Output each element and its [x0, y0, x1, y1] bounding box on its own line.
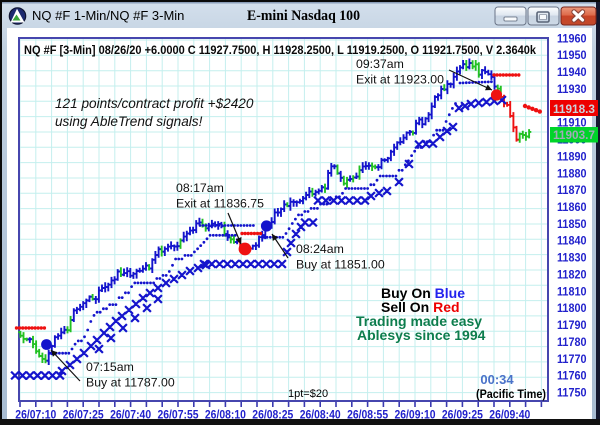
- svg-text:1pt=$20: 1pt=$20: [288, 388, 328, 400]
- svg-text:Buy at 11787.00: Buy at 11787.00: [86, 375, 175, 389]
- svg-text:using AbleTrend signals!: using AbleTrend signals!: [55, 114, 203, 129]
- svg-text:NQ #F 1-Min/NQ #F 3-Min: NQ #F 1-Min/NQ #F 3-Min: [32, 8, 184, 23]
- svg-text:11950: 11950: [557, 48, 587, 62]
- svg-text:Trading made easy: Trading made easy: [356, 313, 482, 329]
- svg-text:11830: 11830: [557, 251, 587, 265]
- svg-text:Buy at 11851.00: Buy at 11851.00: [296, 257, 385, 271]
- svg-text:07:15am: 07:15am: [86, 360, 134, 374]
- svg-text:26/08:55: 26/08:55: [347, 408, 388, 422]
- svg-text:11890: 11890: [557, 149, 587, 163]
- svg-text:00:34: 00:34: [480, 372, 514, 387]
- svg-text:26/07:55: 26/07:55: [158, 408, 199, 422]
- svg-text:121 points/contract profit +$2: 121 points/contract profit +$2420: [55, 96, 254, 111]
- svg-text:11840: 11840: [557, 234, 587, 248]
- svg-text:08:24am: 08:24am: [296, 242, 344, 256]
- svg-text:11918.3: 11918.3: [553, 102, 595, 116]
- svg-text:Buy On Blue: Buy On Blue: [381, 285, 465, 301]
- svg-text:26/07:25: 26/07:25: [63, 408, 104, 422]
- svg-text:08:17am: 08:17am: [176, 181, 224, 195]
- svg-text:11850: 11850: [557, 217, 587, 231]
- svg-text:Exit at 11836.75: Exit at 11836.75: [176, 196, 264, 210]
- svg-text:26/07:10: 26/07:10: [15, 408, 56, 422]
- svg-text:26/09:25: 26/09:25: [442, 408, 483, 422]
- svg-text:Ablesys since 1994: Ablesys since 1994: [357, 327, 486, 343]
- svg-text:11790: 11790: [557, 318, 587, 332]
- svg-text:26/08:10: 26/08:10: [205, 408, 246, 422]
- svg-text:11770: 11770: [557, 352, 587, 366]
- svg-text:26/09:10: 26/09:10: [395, 408, 436, 422]
- svg-text:11750: 11750: [557, 386, 587, 400]
- svg-text:11810: 11810: [557, 284, 587, 298]
- svg-text:26/08:40: 26/08:40: [300, 408, 341, 422]
- svg-text:11820: 11820: [557, 268, 587, 282]
- svg-text:09:37am: 09:37am: [356, 57, 404, 71]
- svg-text:11903.7: 11903.7: [553, 128, 595, 142]
- svg-text:11880: 11880: [557, 166, 587, 180]
- svg-text:26/07:40: 26/07:40: [110, 408, 151, 422]
- svg-text:11910: 11910: [557, 116, 587, 130]
- svg-text:Sell On Red: Sell On Red: [381, 299, 460, 315]
- svg-text:11930: 11930: [557, 82, 587, 96]
- svg-text:E-mini Nasdaq 100: E-mini Nasdaq 100: [247, 8, 360, 24]
- svg-text:(Pacific Time): (Pacific Time): [476, 387, 546, 401]
- svg-text:11780: 11780: [557, 335, 587, 349]
- svg-text:NQ #F [3-Min] 08/26/20 +6.000: NQ #F [3-Min] 08/26/20 +6.0000 C 11927.7…: [24, 45, 537, 57]
- svg-text:11800: 11800: [557, 301, 587, 315]
- svg-text:11870: 11870: [557, 183, 587, 197]
- svg-text:11940: 11940: [557, 65, 587, 79]
- svg-text:11960: 11960: [557, 31, 587, 45]
- svg-text:Exit at 11923.00: Exit at 11923.00: [356, 72, 444, 86]
- svg-text:11860: 11860: [557, 200, 587, 214]
- svg-text:11760: 11760: [557, 369, 587, 383]
- svg-text:26/08:25: 26/08:25: [252, 408, 293, 422]
- svg-text:26/09:40: 26/09:40: [489, 408, 530, 422]
